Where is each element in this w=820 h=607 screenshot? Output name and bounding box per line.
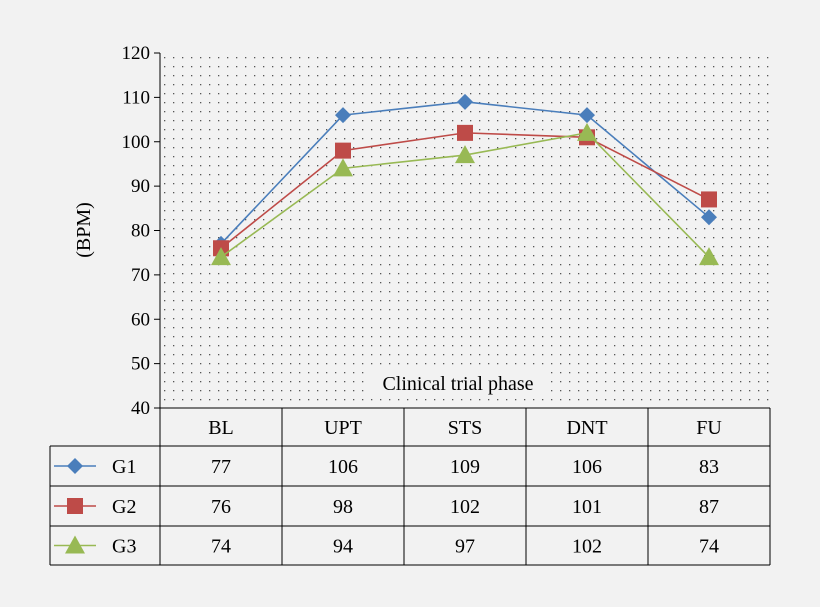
table-cell-g1: 109 <box>450 456 480 478</box>
data-point-g1 <box>701 209 717 226</box>
table-cell-g3: 74 <box>211 536 231 558</box>
legend-g1: G1 <box>54 456 136 478</box>
x-axis-title-bg <box>366 371 550 395</box>
data-point-g2 <box>335 142 351 159</box>
table-cell-g2: 101 <box>572 496 602 518</box>
x-category-label: DNT <box>566 417 607 439</box>
legend-label-g2: G2 <box>112 496 136 518</box>
series-g3 <box>211 122 719 266</box>
table-cell-g1: 106 <box>328 456 358 478</box>
x-category-label: STS <box>448 417 482 439</box>
legend-g3: G3 <box>54 535 136 558</box>
table-cell-g2: 98 <box>333 496 353 518</box>
data-point-g1 <box>457 93 473 110</box>
y-tick-label: 90 <box>131 176 150 197</box>
y-axis-title: (BPM) <box>73 202 95 258</box>
y-tick-label: 40 <box>131 398 150 419</box>
legend-label-g3: G3 <box>112 536 136 558</box>
y-tick-label: 50 <box>131 354 150 375</box>
table-cell-g3: 102 <box>572 536 602 558</box>
data-point-g2 <box>457 124 473 141</box>
legend-marker-g3 <box>65 535 85 554</box>
table-cell-g3: 97 <box>455 536 475 558</box>
data-point-g3 <box>577 122 597 141</box>
y-tick-label: 100 <box>122 132 151 153</box>
data-point-g3 <box>699 247 719 266</box>
legend-marker-g1 <box>67 458 83 474</box>
x-category-label: BL <box>208 417 234 439</box>
table-cell-g3: 94 <box>333 536 353 558</box>
data-point-g1 <box>335 107 351 124</box>
y-tick-label: 60 <box>131 309 150 330</box>
data-point-g3 <box>455 145 475 164</box>
table-cell-g2: 87 <box>699 496 719 518</box>
legend-label-g1: G1 <box>112 456 136 478</box>
x-category-label: FU <box>696 417 722 439</box>
x-category-label: UPT <box>324 417 362 439</box>
y-tick-label: 110 <box>122 87 150 108</box>
table-cell-g2: 76 <box>211 496 231 518</box>
plot-area <box>160 53 770 408</box>
y-tick-label: 120 <box>122 43 151 64</box>
table-cell-g1: 106 <box>572 456 602 478</box>
table-cell-g2: 102 <box>450 496 480 518</box>
legend-marker-g2 <box>67 498 83 514</box>
y-tick-label: 70 <box>131 265 150 286</box>
data-point-g1 <box>579 107 595 124</box>
data-point-g3 <box>211 247 231 266</box>
data-point-g3 <box>333 158 353 177</box>
legend-g2: G2 <box>54 496 136 518</box>
y-tick-label: 80 <box>131 221 150 242</box>
table-cell-g1: 77 <box>211 456 231 478</box>
table-cell-g1: 83 <box>699 456 719 478</box>
x-axis-title: Clinical trial phase <box>382 373 533 395</box>
table-cell-g3: 74 <box>699 536 719 558</box>
data-point-g2 <box>701 191 717 208</box>
